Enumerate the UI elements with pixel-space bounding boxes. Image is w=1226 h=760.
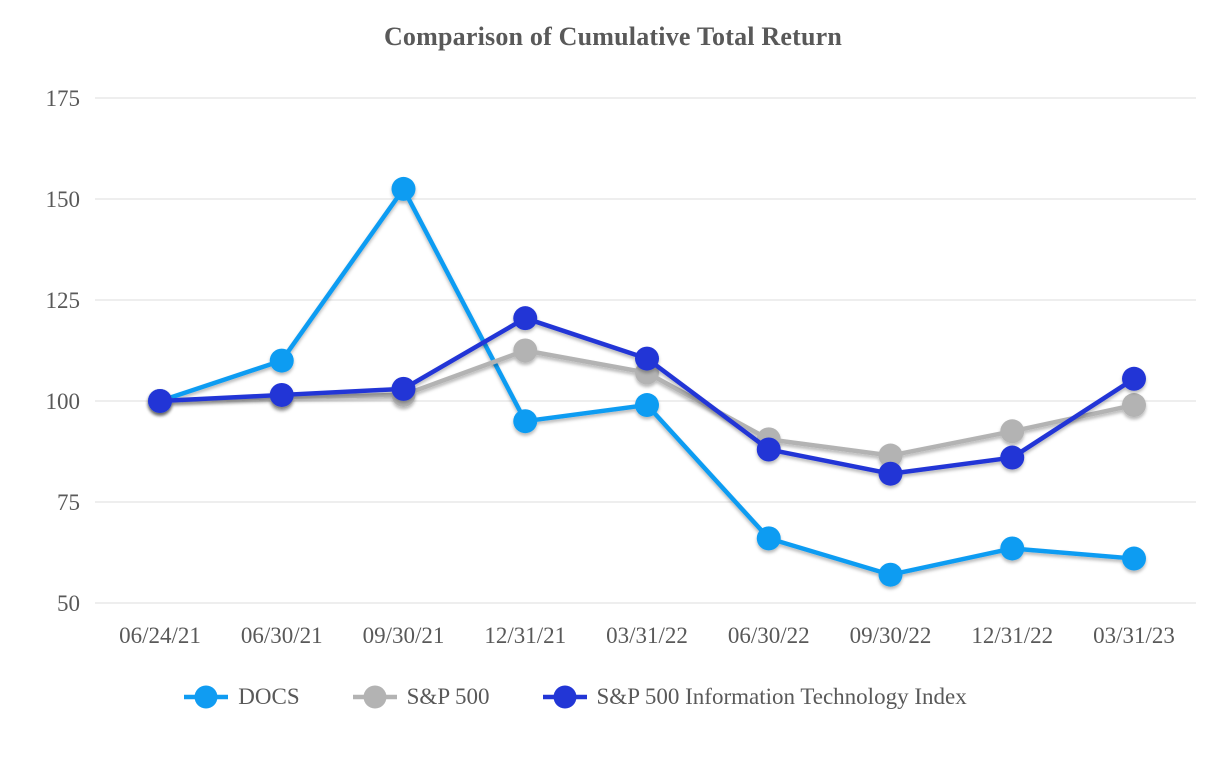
legend-marker-icon xyxy=(542,685,587,709)
data-point xyxy=(635,346,659,371)
data-point xyxy=(1122,366,1146,391)
series-s-p-500-information-technology-index xyxy=(148,306,1146,486)
x-axis-tick-label: 03/31/22 xyxy=(606,623,688,648)
data-point xyxy=(1000,419,1025,444)
data-point xyxy=(635,393,659,418)
data-point xyxy=(269,382,294,407)
data-point xyxy=(1122,393,1146,418)
data-point xyxy=(1000,536,1025,561)
x-axis-tick-label: 12/31/22 xyxy=(971,623,1053,648)
legend-marker-circle xyxy=(553,685,577,709)
legend-label: DOCS xyxy=(238,684,300,709)
y-axis-tick-label: 100 xyxy=(46,389,81,414)
data-point xyxy=(1122,546,1146,571)
data-point xyxy=(513,306,538,331)
data-point xyxy=(878,562,903,587)
data-point xyxy=(269,348,294,373)
legend-marker-circle xyxy=(363,685,387,709)
legend-label: S&P 500 xyxy=(406,684,490,709)
data-point xyxy=(756,437,781,462)
data-point xyxy=(513,409,538,434)
x-axis-tick-label: 09/30/21 xyxy=(363,623,445,648)
x-axis-tick-label: 06/24/21 xyxy=(119,623,201,648)
line-chart: 175 150 125 100 75 50 06/24/21 06/30/21 09/30/21… xyxy=(46,86,1196,648)
chart-title: Comparison of Cumulative Total Return xyxy=(383,22,843,51)
y-axis-tick-label: 175 xyxy=(46,86,81,111)
legend-marker-icon xyxy=(184,685,229,709)
x-axis-tick-label: 12/31/21 xyxy=(484,623,566,648)
legend-item-s-p-500-information-technology-index: S&P 500 Information Technology Index xyxy=(542,684,967,710)
x-axis-tick-label: 03/31/23 xyxy=(1093,623,1175,648)
x-axis-tick-label: 09/30/22 xyxy=(850,623,932,648)
data-point xyxy=(391,376,416,401)
data-point xyxy=(148,389,172,413)
data-point xyxy=(1000,445,1025,470)
y-axis-tick-label: 75 xyxy=(57,490,80,515)
legend-label: S&P 500 Information Technology Index xyxy=(596,684,967,709)
legend-item-s-p-500: S&P 500 xyxy=(352,684,490,710)
y-axis-tick-label: 50 xyxy=(57,591,80,616)
data-point xyxy=(878,443,903,468)
legend-marker-icon xyxy=(352,685,397,709)
data-point xyxy=(513,338,538,363)
legend-item-docs: DOCS xyxy=(183,684,300,710)
x-axis-tick-label: 06/30/22 xyxy=(728,623,810,648)
legend-marker-circle xyxy=(194,685,218,709)
y-axis-tick-label: 150 xyxy=(46,187,81,212)
data-point xyxy=(756,526,781,551)
data-point xyxy=(878,461,903,486)
y-axis-tick-label: 125 xyxy=(46,288,81,313)
data-point xyxy=(391,176,416,201)
x-axis-tick-label: 06/30/21 xyxy=(241,623,323,648)
chart-legend: DOCS S&P 500 S&P 500 Information Technolog… xyxy=(0,684,1188,710)
